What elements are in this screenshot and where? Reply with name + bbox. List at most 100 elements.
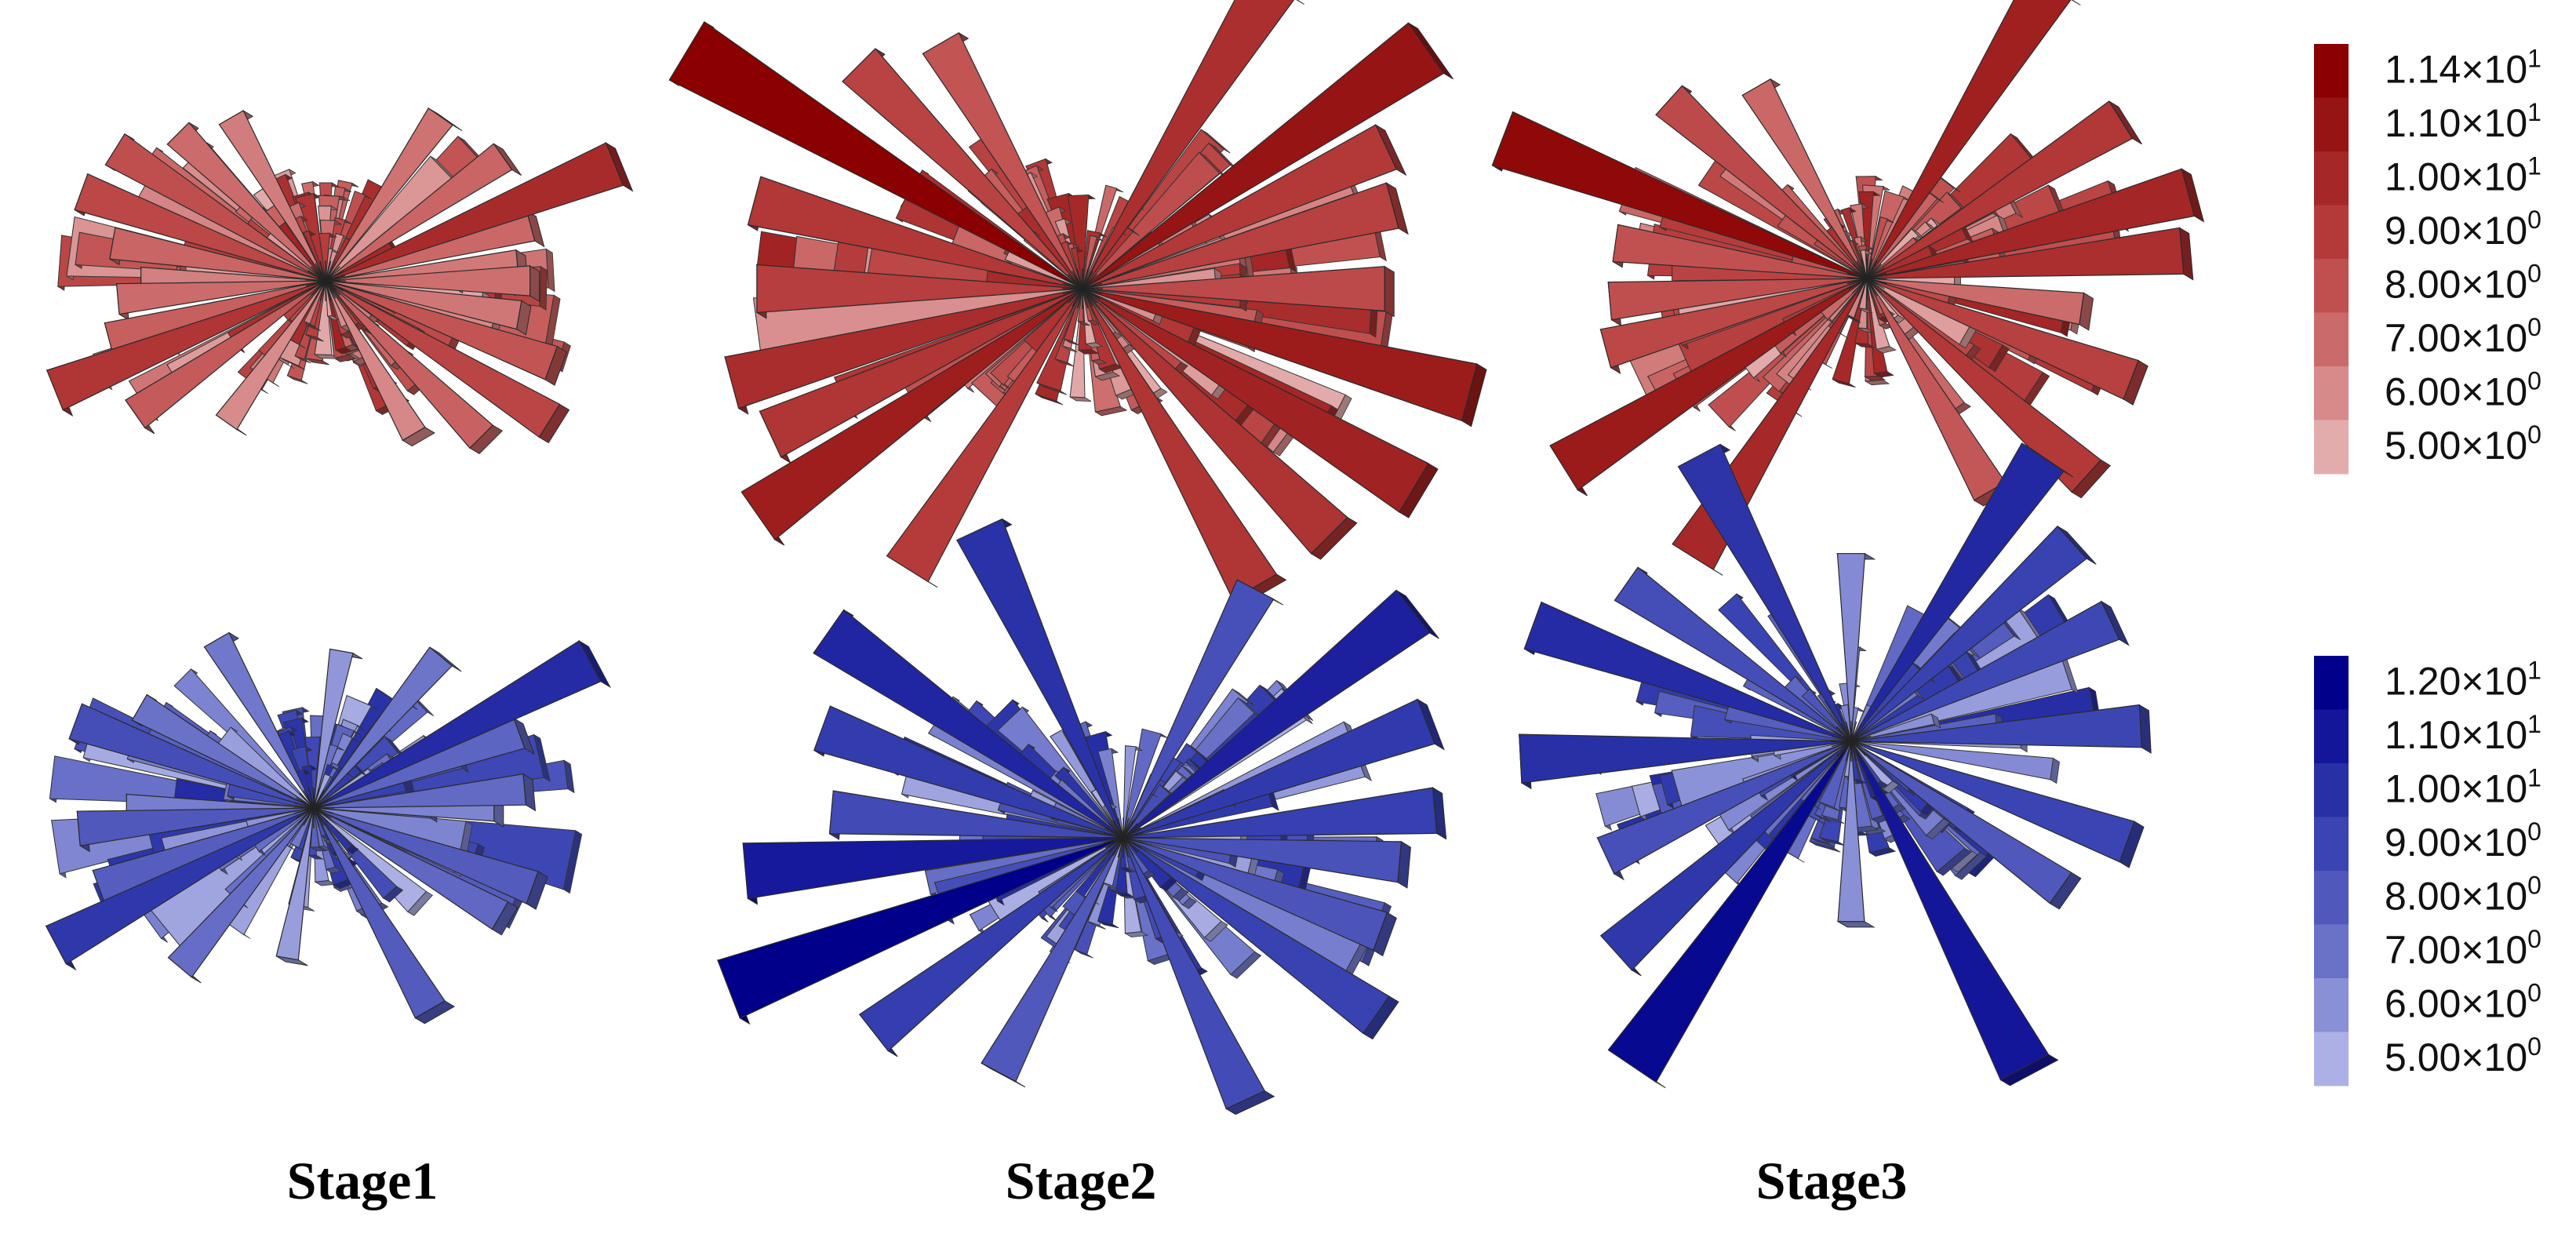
rose-bin [813, 705, 1124, 839]
rose-bin [981, 837, 1124, 1083]
rose-hub-line [1082, 288, 1089, 309]
rose-bin [313, 807, 509, 930]
rose-petal [1122, 784, 1171, 839]
rose-bin [1866, 278, 2085, 326]
rose-hub-line [1082, 268, 1089, 289]
colorbar-blue-swatch [2314, 871, 2349, 925]
rose-hub-line [1856, 278, 1868, 297]
rose-petal [1801, 688, 1852, 742]
rose-hub-line [1866, 264, 1882, 279]
rose-hub-line [325, 280, 337, 299]
rose-bin [922, 31, 1083, 289]
rose-bin [956, 518, 1124, 839]
rose-hub-line [293, 802, 315, 809]
rose-bin [215, 280, 326, 431]
rose-bin [1122, 837, 1388, 952]
rose-hub-line [325, 280, 332, 301]
rose-hub-line [1076, 288, 1083, 309]
rose-hub-line [313, 793, 329, 809]
colorbar-blue: 1.20×101 1.10×101 1.00×101 9.00×100 8.00×100… [2314, 656, 2541, 1086]
colorbar-blue-tick-label: 9.00×100 [2385, 817, 2541, 864]
rose-bin [1850, 741, 2135, 863]
rose-bin [1549, 278, 1868, 491]
colorbar-blue-swatch [2314, 656, 2349, 710]
rose-bin [828, 790, 1124, 839]
rose-bin [325, 280, 494, 449]
colorbar-blue-swatch [2314, 924, 2349, 979]
rose-hub-line [1068, 288, 1083, 304]
rose-hub-line [315, 280, 326, 299]
rose-petal [1122, 745, 1137, 839]
rose-bin [1741, 78, 1868, 279]
colorbar-blue-tick-label: 5.00×100 [2385, 1032, 2541, 1079]
rose-hub-line [1846, 272, 1868, 279]
rose-hub-line [1064, 288, 1083, 300]
colorbar-red-swatch [2314, 44, 2349, 98]
rose-hub-line [1105, 837, 1124, 849]
rose-hub-line [1866, 272, 1887, 279]
rose-hub-line [313, 807, 329, 823]
rose-hub-line [1062, 282, 1083, 289]
rose-bin [1082, 288, 1478, 422]
rose-hub-line [1122, 837, 1134, 856]
rose-hub-line [1105, 827, 1124, 839]
rose-bin [313, 648, 354, 809]
rose-hub-line [1836, 741, 1852, 756]
rose-hub-line [1108, 837, 1124, 853]
rose-bin [68, 703, 315, 809]
rose-petal [1818, 741, 1852, 809]
rose-bin-side [2071, 0, 2081, 5]
rose-hub-line [1122, 823, 1138, 839]
rose-petal [304, 280, 326, 325]
rose-bin [1850, 741, 2050, 1081]
rose-hub-line [311, 266, 326, 282]
colorbar-blue-swatch [2314, 763, 2349, 817]
rose-bin [203, 631, 315, 809]
rose-hub-line [299, 807, 315, 823]
rose-petal [1067, 194, 1090, 289]
rose-bin [1122, 837, 1403, 883]
rose-bin [1491, 111, 1868, 279]
rose-hub-line [1122, 837, 1141, 849]
rose-hub-line [1866, 278, 1882, 293]
colorbar-red-tick-label: 6.00×100 [2385, 366, 2541, 413]
rose-hub-line [319, 280, 326, 301]
rose-hub-line [1850, 741, 1869, 752]
rose-bin [1122, 579, 1275, 839]
rose-petal [303, 230, 326, 282]
rose-hub-line [1076, 268, 1083, 289]
rose-hub-line [1072, 271, 1083, 289]
rose-bin [742, 837, 1124, 900]
rose-bin [1866, 227, 2185, 279]
rose-bin [1607, 741, 1852, 1083]
colorbar-blue-tick-label: 1.00×101 [2385, 763, 2541, 810]
rose-bin [1122, 837, 1266, 1110]
rose-hub-line [1845, 741, 1852, 762]
colorbar-red-swatch [2314, 366, 2349, 420]
colorbar-red-tick-label: 5.00×100 [2385, 420, 2541, 468]
rose-bin [218, 110, 326, 282]
rose-hub-line [313, 790, 325, 809]
colorbar-red-tick-label: 7.00×100 [2385, 313, 2541, 360]
rose-hub-line [313, 797, 332, 809]
rose-hub-line [1850, 721, 1857, 742]
rose-hub-line [1112, 837, 1124, 856]
rose-hub-line [313, 807, 334, 814]
rose-hub-line [1866, 278, 1873, 299]
rose-bin [1850, 704, 2142, 748]
rose-bin [1122, 837, 1390, 1035]
rose-hub-line [1850, 735, 1872, 742]
rose-panel-blue-stage2 [717, 518, 1447, 1115]
rose-hub-line [1856, 260, 1868, 279]
rose-hub-line [1082, 278, 1101, 289]
rose-bin [313, 807, 446, 1019]
rose-hub-line [1850, 730, 1869, 742]
rose-bin [45, 807, 315, 965]
colorbar-red-tick-label: 9.00×100 [2385, 206, 2541, 253]
rose-bin [668, 21, 1083, 289]
rose-hub-line [1836, 726, 1852, 742]
rose-bin [1850, 600, 2120, 742]
colorbar-red-tick-label: 1.10×101 [2385, 98, 2541, 145]
rose-hub-line [1849, 267, 1868, 279]
rose-hub-line [313, 807, 332, 819]
